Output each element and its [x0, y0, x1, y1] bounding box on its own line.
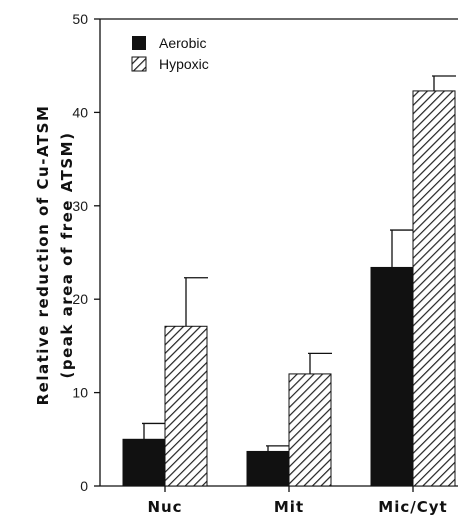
bar-hypoxic-mic-cyt	[412, 90, 456, 487]
y-tick-label-20: 20	[72, 291, 88, 307]
bar-aerobic-mit	[246, 450, 290, 487]
legend-label-hypoxic: Hypoxic	[159, 56, 209, 72]
y-axis-title-line2: (peak area of free ATSM)	[58, 132, 76, 379]
y-axis-title-line1: Relative reduction of Cu-ATSM	[34, 105, 52, 406]
legend-swatch-aerobic	[132, 36, 146, 50]
legend-swatch-hypoxic	[131, 56, 147, 72]
x-tick-label-mit: Mit	[274, 498, 304, 516]
bar-hypoxic-nuc	[164, 325, 208, 487]
x-tick-label-nuc: Nuc	[147, 498, 182, 516]
legend: Aerobic Hypoxic	[131, 35, 209, 72]
y-tick-label-30: 30	[72, 198, 88, 214]
y-tick-label-10: 10	[72, 385, 88, 401]
y-tick-label-50: 50	[72, 11, 88, 27]
bar-aerobic-nuc	[122, 438, 166, 487]
x-tick-label-mic-cyt: Mic/Cyt	[378, 498, 447, 516]
legend-label-aerobic: Aerobic	[159, 35, 206, 51]
bar-hypoxic-mit	[288, 373, 332, 487]
y-tick-label-0: 0	[80, 478, 88, 494]
bar-aerobic-mic-cyt	[370, 266, 414, 487]
y-tick-label-40: 40	[72, 104, 88, 120]
